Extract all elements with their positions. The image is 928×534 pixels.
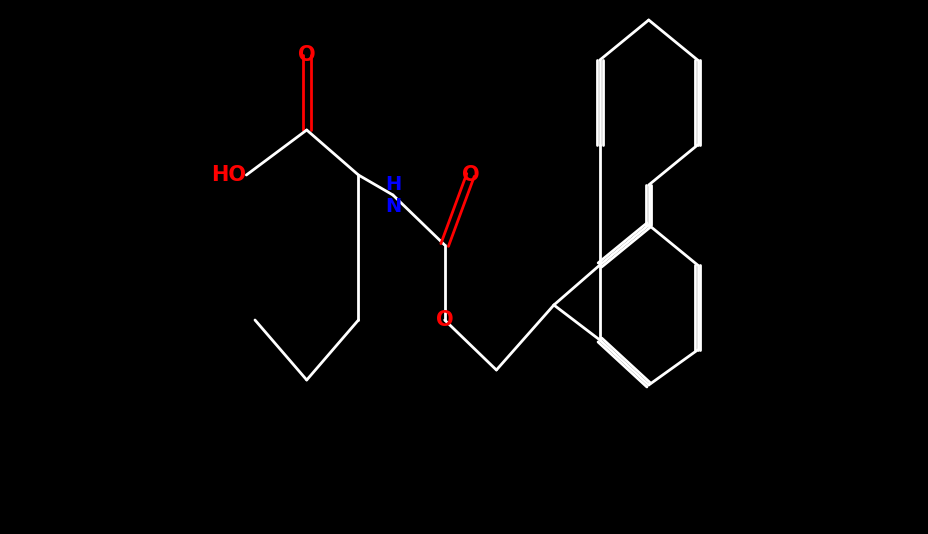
Text: O: O — [461, 165, 479, 185]
Text: HO: HO — [212, 165, 246, 185]
Text: O: O — [298, 45, 316, 65]
Text: O: O — [435, 310, 453, 330]
Text: H
N: H N — [384, 175, 401, 216]
